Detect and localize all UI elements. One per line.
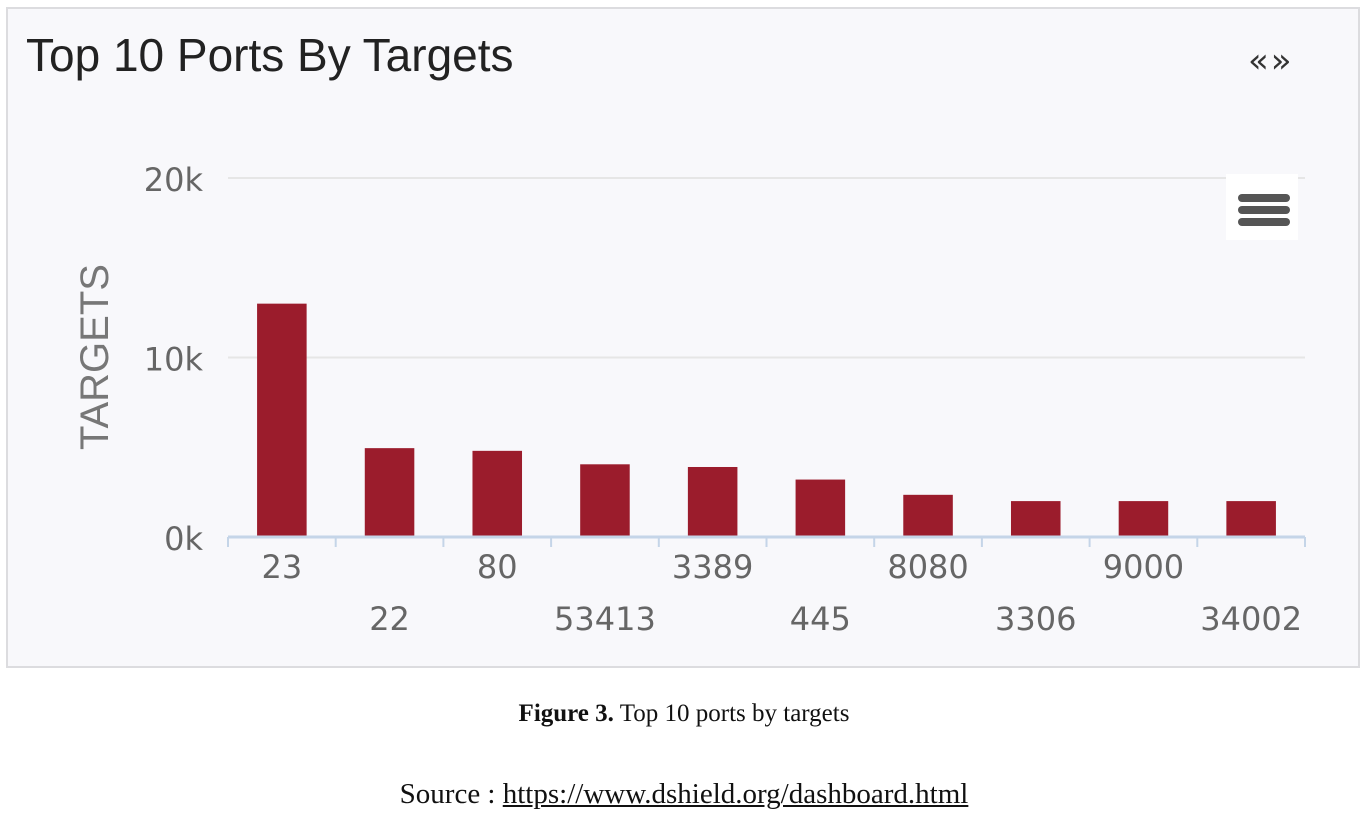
chart-panel [6,7,1360,668]
bar-chart: 0k 10k 20k 23 22 80 53413 3389 445 8080 3306 9000 3… [73,161,1306,638]
y-tick-label: 20k [144,161,204,199]
x-tick-label: 23 [261,548,302,586]
x-tick-label: 34002 [1200,600,1302,638]
figure-caption-text: Top 10 ports by targets [613,700,850,727]
bar-port-3306[interactable] [1010,501,1061,537]
x-tick-label: 80 [477,548,518,586]
x-tick-labels: 23 22 80 53413 3389 445 8080 3306 9000 34002 [261,548,1302,638]
expand-arrows-icon[interactable]: «» [1248,41,1294,81]
x-tick-label: 22 [369,600,410,638]
bar-port-445[interactable] [795,479,846,537]
x-tick-label: 445 [790,600,851,638]
bar-port-8080[interactable] [903,494,953,537]
x-tick-label: 9000 [1103,548,1184,586]
bar-port-23[interactable] [257,303,307,537]
y-tick-labels: 0k 10k 20k [144,161,204,558]
x-tick-label: 53413 [554,600,656,638]
bar-port-9000[interactable] [1118,501,1169,537]
y-tick-label: 10k [144,341,204,379]
x-axis [227,535,1306,547]
y-tick-label: 0k [164,520,203,558]
bar-port-53413[interactable] [580,464,630,537]
source-line: Source : https://www.dshield.org/dashboa… [0,778,1368,811]
figure-caption: Figure 3. Top 10 ports by targets [0,700,1368,728]
x-tick-label: 3306 [995,600,1076,638]
source-prefix: Source : [399,778,503,810]
x-tick-label: 8080 [887,548,968,586]
bars [257,303,1276,537]
bar-port-34002[interactable] [1226,501,1276,537]
y-axis-label: TARGETS [73,264,117,450]
hamburger-menu-icon[interactable] [1226,174,1298,240]
bar-port-3389[interactable] [687,466,738,537]
gridlines [228,177,1305,359]
x-tick-label: 3389 [672,548,753,586]
bar-port-80[interactable] [472,450,523,537]
figure-caption-label: Figure 3. [518,700,614,727]
bar-port-22[interactable] [364,448,415,537]
source-link[interactable]: https://www.dshield.org/dashboard.html [502,778,969,810]
chart-title: Top 10 Ports By Targets [26,29,514,81]
